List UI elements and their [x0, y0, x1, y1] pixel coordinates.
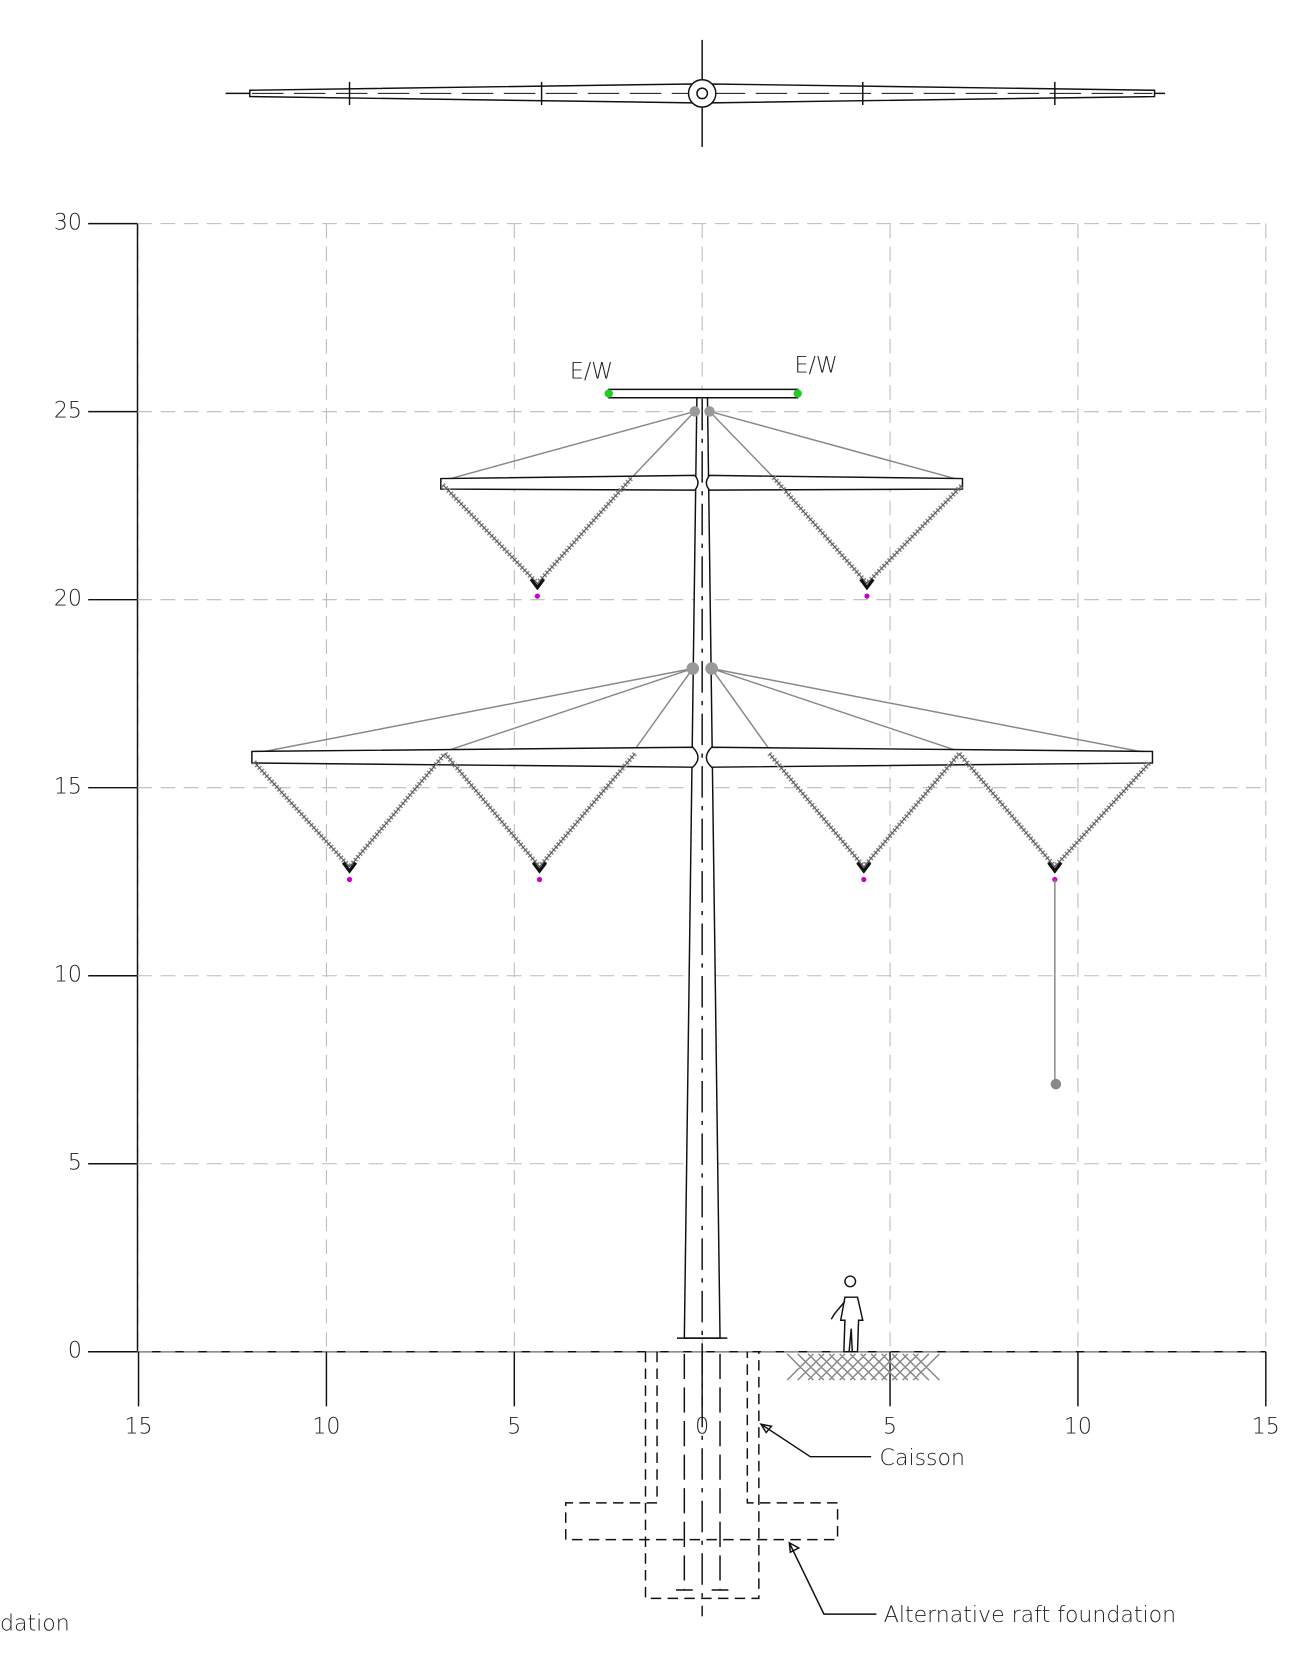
conductor [864, 593, 870, 599]
raft [564, 1351, 839, 1541]
conductor [861, 876, 867, 883]
clamp [856, 861, 872, 874]
y-tick-label: 0 [68, 1339, 82, 1364]
insulator-string [767, 751, 962, 871]
insulator-core [444, 753, 636, 868]
bracket [689, 406, 701, 417]
y-tick-label: 20 [54, 587, 82, 612]
clamp [529, 578, 545, 591]
conductor [536, 876, 543, 883]
insulator-core [768, 753, 960, 868]
insulator-core [958, 753, 1151, 868]
clamp [531, 861, 548, 874]
x-tick-label: 15 [1252, 1414, 1280, 1439]
crossarm [440, 474, 699, 491]
x-tick-label: 5 [507, 1414, 521, 1439]
worker [830, 1275, 864, 1353]
crossarm [251, 746, 699, 768]
earthwire [793, 389, 802, 398]
caisson-label: Caisson [880, 1446, 965, 1471]
conductor [534, 593, 541, 599]
earthwire-label: E/W [795, 353, 838, 378]
tower [251, 388, 1154, 1617]
y-tick-label: 5 [68, 1151, 82, 1176]
x-tick-label: 15 [125, 1414, 153, 1439]
ground-hatch [786, 1353, 940, 1381]
crossarm [705, 746, 1154, 768]
bracket [705, 662, 718, 675]
plan-view [225, 39, 1166, 147]
raft-label: Alternative raft foundation [884, 1603, 1176, 1628]
y-tick-label: 15 [54, 775, 82, 800]
weight [1050, 1078, 1062, 1090]
leader-line [760, 1423, 877, 1615]
earthwire-label: E/W [570, 360, 613, 385]
insulator-string [443, 751, 638, 871]
insulator-core [442, 477, 633, 585]
bracket [704, 406, 715, 417]
x-tick-label: 10 [1064, 1414, 1092, 1439]
x-tick-label: 5 [883, 1414, 897, 1439]
x-tick-label: 10 [312, 1414, 340, 1439]
caisson [644, 1351, 760, 1600]
earthwire [604, 389, 613, 398]
clamp [859, 578, 875, 591]
cropped-label: dation [0, 1612, 70, 1637]
anchor-bolt [675, 1353, 729, 1591]
insulator-string [771, 475, 965, 588]
insulator-string [441, 475, 634, 588]
crossarm [705, 474, 964, 491]
insulator-string [957, 751, 1153, 871]
clamp [1047, 861, 1063, 874]
earthwire-peak [608, 388, 799, 399]
y-tick-label: 10 [54, 963, 82, 988]
labels: E/W E/W Caisson Alternative raft foundat… [0, 353, 1176, 1636]
insulator-core [253, 753, 446, 868]
leader-arrow [759, 1423, 801, 1554]
y-tick-label: 30 [54, 211, 82, 236]
clamp [341, 861, 358, 874]
y-tick-label: 25 [54, 399, 82, 424]
insulator-core [773, 477, 963, 585]
stay-wire [442, 410, 963, 482]
bracket [686, 662, 700, 675]
insulator-string [252, 751, 448, 871]
conductor [346, 876, 353, 883]
stay-wire [253, 667, 1151, 755]
